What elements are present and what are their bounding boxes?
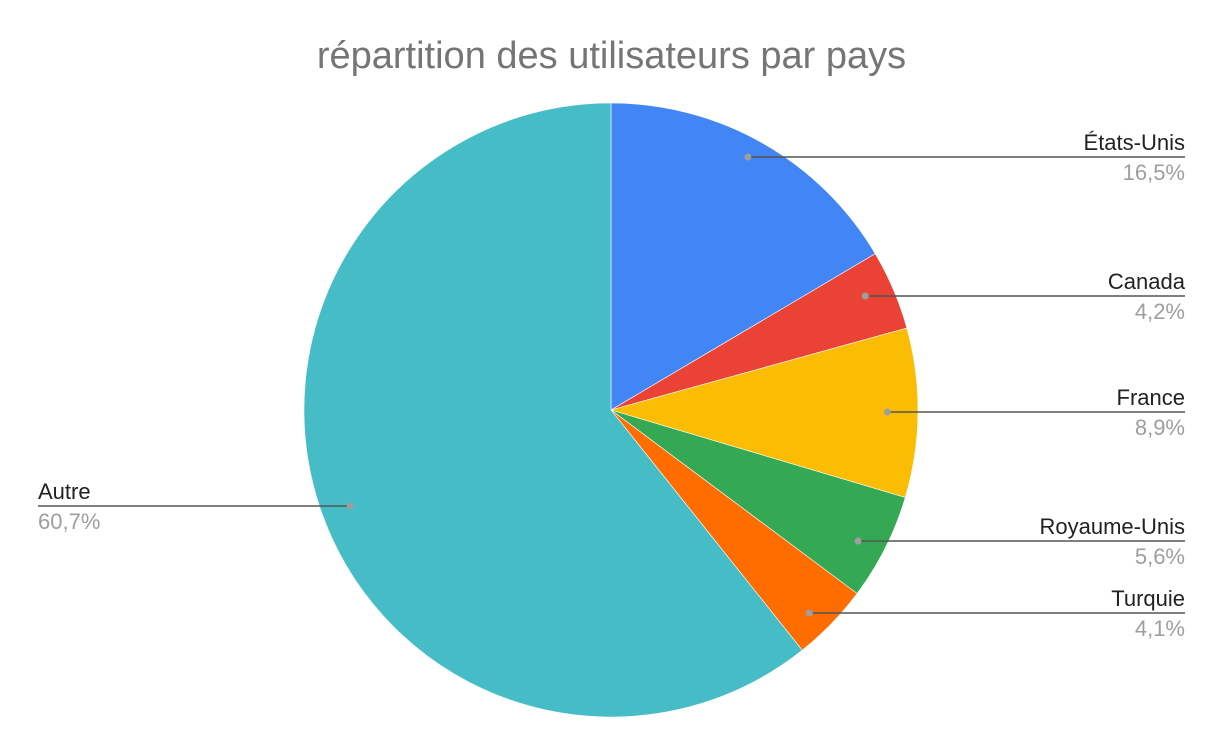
slice-percent-france: 8,9% bbox=[1135, 415, 1185, 440]
slice-label-turquie: Turquie bbox=[1111, 586, 1185, 611]
slice-percent-canada: 4,2% bbox=[1135, 299, 1185, 324]
leader-dot-canada bbox=[861, 292, 869, 300]
slice-percent-autre: 60,7% bbox=[38, 509, 100, 534]
pie-slice-autre bbox=[303, 102, 803, 718]
slice-label-royaume-unis: Royaume-Unis bbox=[1040, 514, 1186, 539]
pie-slice-etats-unis bbox=[610, 102, 876, 411]
slice-percent-royaume-unis: 5,6% bbox=[1135, 544, 1185, 569]
slice-percent-etats-unis: 16,5% bbox=[1123, 160, 1185, 185]
leader-dot-france bbox=[883, 408, 891, 416]
pie-slice-france bbox=[609, 327, 919, 498]
slice-percent-turquie: 4,1% bbox=[1135, 616, 1185, 641]
leader-dot-etats-unis bbox=[744, 153, 752, 161]
slice-label-autre: Autre bbox=[38, 479, 91, 504]
leader-dot-autre bbox=[346, 502, 354, 510]
leader-dot-royaume-unis bbox=[854, 537, 862, 545]
chart-title: répartition des utilisateurs par pays bbox=[316, 35, 907, 77]
slice-label-etats-unis: États-Unis bbox=[1084, 130, 1185, 155]
slice-label-france: France bbox=[1117, 385, 1185, 410]
slice-label-canada: Canada bbox=[1108, 269, 1186, 294]
leader-dot-turquie bbox=[805, 609, 813, 617]
slices-layer bbox=[303, 102, 919, 718]
labels-layer: États-Unis 16,5% Canada 4,2% France 8,9% Royau… bbox=[38, 130, 1186, 641]
